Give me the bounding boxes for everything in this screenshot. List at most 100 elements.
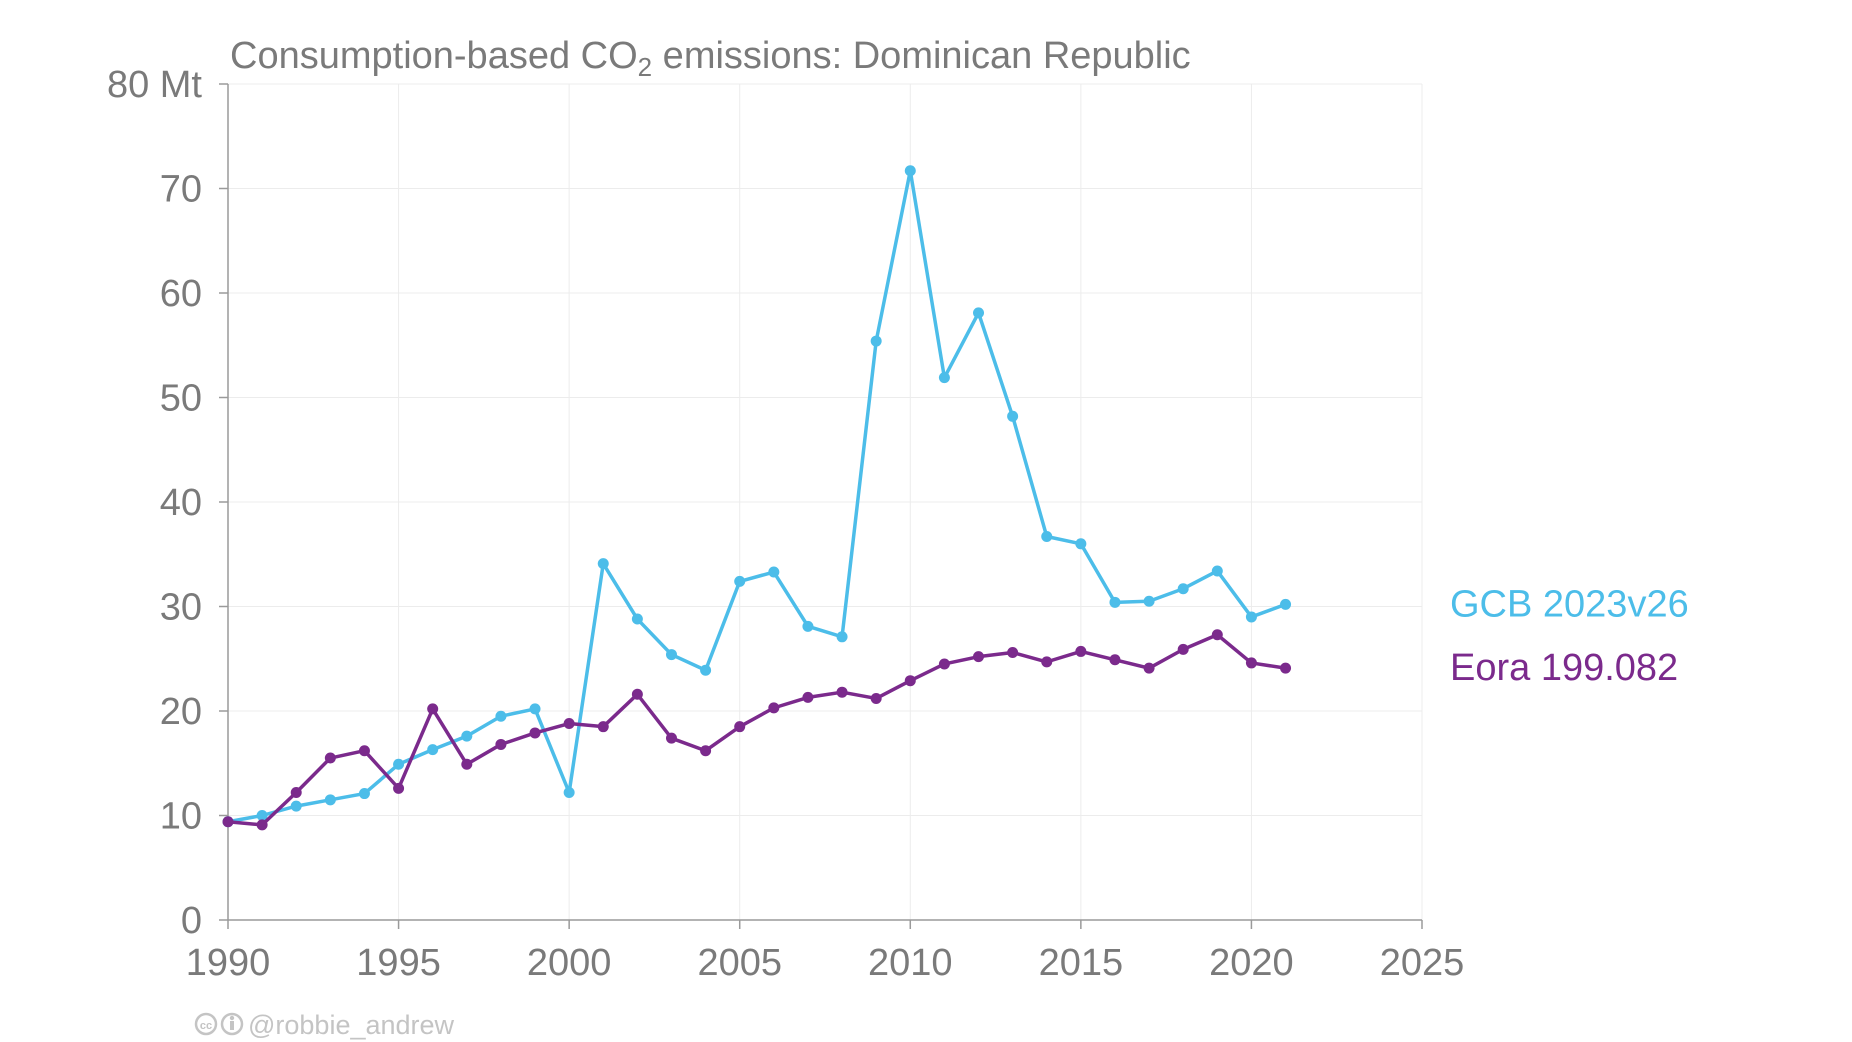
x-tick-label: 1990 <box>186 942 271 984</box>
data-point <box>1075 645 1087 657</box>
data-point <box>938 658 950 670</box>
legend: GCB 2023v26 Eora 199.082 <box>1450 583 1689 689</box>
credit: cc @robbie_andrew <box>194 1010 455 1040</box>
data-point <box>802 620 814 632</box>
data-point <box>1245 657 1257 669</box>
y-tick-label: 30 <box>160 587 202 629</box>
data-point <box>734 721 746 733</box>
data-point <box>1245 611 1257 623</box>
gridlines <box>228 83 1423 920</box>
title-rest: emissions: Dominican Republic <box>652 35 1191 77</box>
data-point <box>1007 410 1019 422</box>
data-point <box>563 718 575 730</box>
data-point <box>1280 662 1292 674</box>
cc-by-icons: cc <box>194 1012 244 1036</box>
data-point <box>1041 530 1053 542</box>
x-tick-label: 2000 <box>527 942 612 984</box>
data-point <box>1143 662 1155 674</box>
x-tick-label: 2010 <box>868 942 953 984</box>
x-tick-label: 2025 <box>1380 942 1465 984</box>
data-point <box>870 692 882 704</box>
data-point <box>1177 583 1189 595</box>
data-point <box>461 758 473 770</box>
data-point <box>1211 629 1223 641</box>
title-main: Consumption-based CO <box>230 35 638 77</box>
data-point <box>870 335 882 347</box>
x-tick-label: 2020 <box>1209 942 1294 984</box>
data-point <box>1211 565 1223 577</box>
data-point <box>427 744 439 756</box>
data-point <box>665 732 677 744</box>
data-point <box>222 816 234 828</box>
data-point <box>1041 656 1053 668</box>
data-point <box>1177 643 1189 655</box>
data-point <box>324 794 336 806</box>
data-point <box>665 649 677 661</box>
svg-text:cc: cc <box>200 1020 212 1032</box>
y-tick-label: 0 <box>181 900 202 942</box>
data-point <box>938 372 950 384</box>
data-point <box>290 787 302 799</box>
data-point <box>529 703 541 715</box>
data-point <box>700 664 712 676</box>
y-tick-label: 50 <box>160 378 202 420</box>
data-point <box>768 702 780 714</box>
axes <box>219 83 1423 929</box>
data-point <box>256 810 268 821</box>
data-point <box>427 703 439 715</box>
data-point <box>529 727 541 739</box>
data-point <box>495 738 507 750</box>
data-point <box>631 613 643 625</box>
data-point <box>1007 646 1019 658</box>
legend-label: Eora 199.082 <box>1450 647 1678 689</box>
series-line <box>227 632 1286 827</box>
data-point <box>904 165 916 177</box>
series-line <box>227 168 1287 824</box>
series-2 <box>222 629 1292 831</box>
data-point <box>1075 538 1087 550</box>
data-point <box>563 787 575 799</box>
data-point <box>393 782 405 794</box>
y-tick-label: 40 <box>160 482 202 524</box>
y-tick-label: 60 <box>160 273 202 315</box>
y-tick-label: 80 Mt <box>107 64 202 106</box>
data-point <box>631 688 643 700</box>
data-point <box>324 752 336 764</box>
data-point <box>1280 598 1292 610</box>
data-point <box>973 651 985 663</box>
data-point <box>802 691 814 703</box>
y-tick-label: 70 <box>160 169 202 211</box>
data-point <box>836 631 848 643</box>
data-point <box>1143 595 1155 607</box>
data-point <box>597 558 609 570</box>
y-tick-label: 20 <box>160 691 202 733</box>
data-point <box>1109 654 1121 666</box>
data-point <box>290 800 302 812</box>
data-point <box>393 758 405 770</box>
data-point <box>495 710 507 722</box>
data-point <box>358 745 370 757</box>
series-lines <box>222 165 1292 831</box>
x-tick-label: 2015 <box>1039 942 1124 984</box>
data-point <box>904 675 916 687</box>
data-point <box>1109 596 1121 608</box>
data-point <box>734 575 746 587</box>
data-point <box>256 819 268 831</box>
x-tick-label: 1995 <box>356 942 441 984</box>
chart-title: Consumption-based CO2 emissions: Dominic… <box>230 35 1191 82</box>
data-point <box>836 686 848 698</box>
data-point <box>768 566 780 578</box>
title-subscript: 2 <box>638 52 652 82</box>
data-point <box>597 721 609 733</box>
series-1 <box>222 165 1292 828</box>
tick-labels: 0 10 20 30 40 50 60 70 80 Mt 1990 1995 2000 2005 2010… <box>107 64 1464 984</box>
data-point <box>973 307 985 319</box>
credit-text: @robbie_andrew <box>248 1010 455 1040</box>
data-point <box>700 745 712 757</box>
x-tick-label: 2005 <box>697 942 782 984</box>
legend-label: GCB 2023v26 <box>1450 583 1689 625</box>
data-point <box>461 730 473 742</box>
data-point <box>358 788 370 800</box>
y-tick-label: 10 <box>160 796 202 838</box>
